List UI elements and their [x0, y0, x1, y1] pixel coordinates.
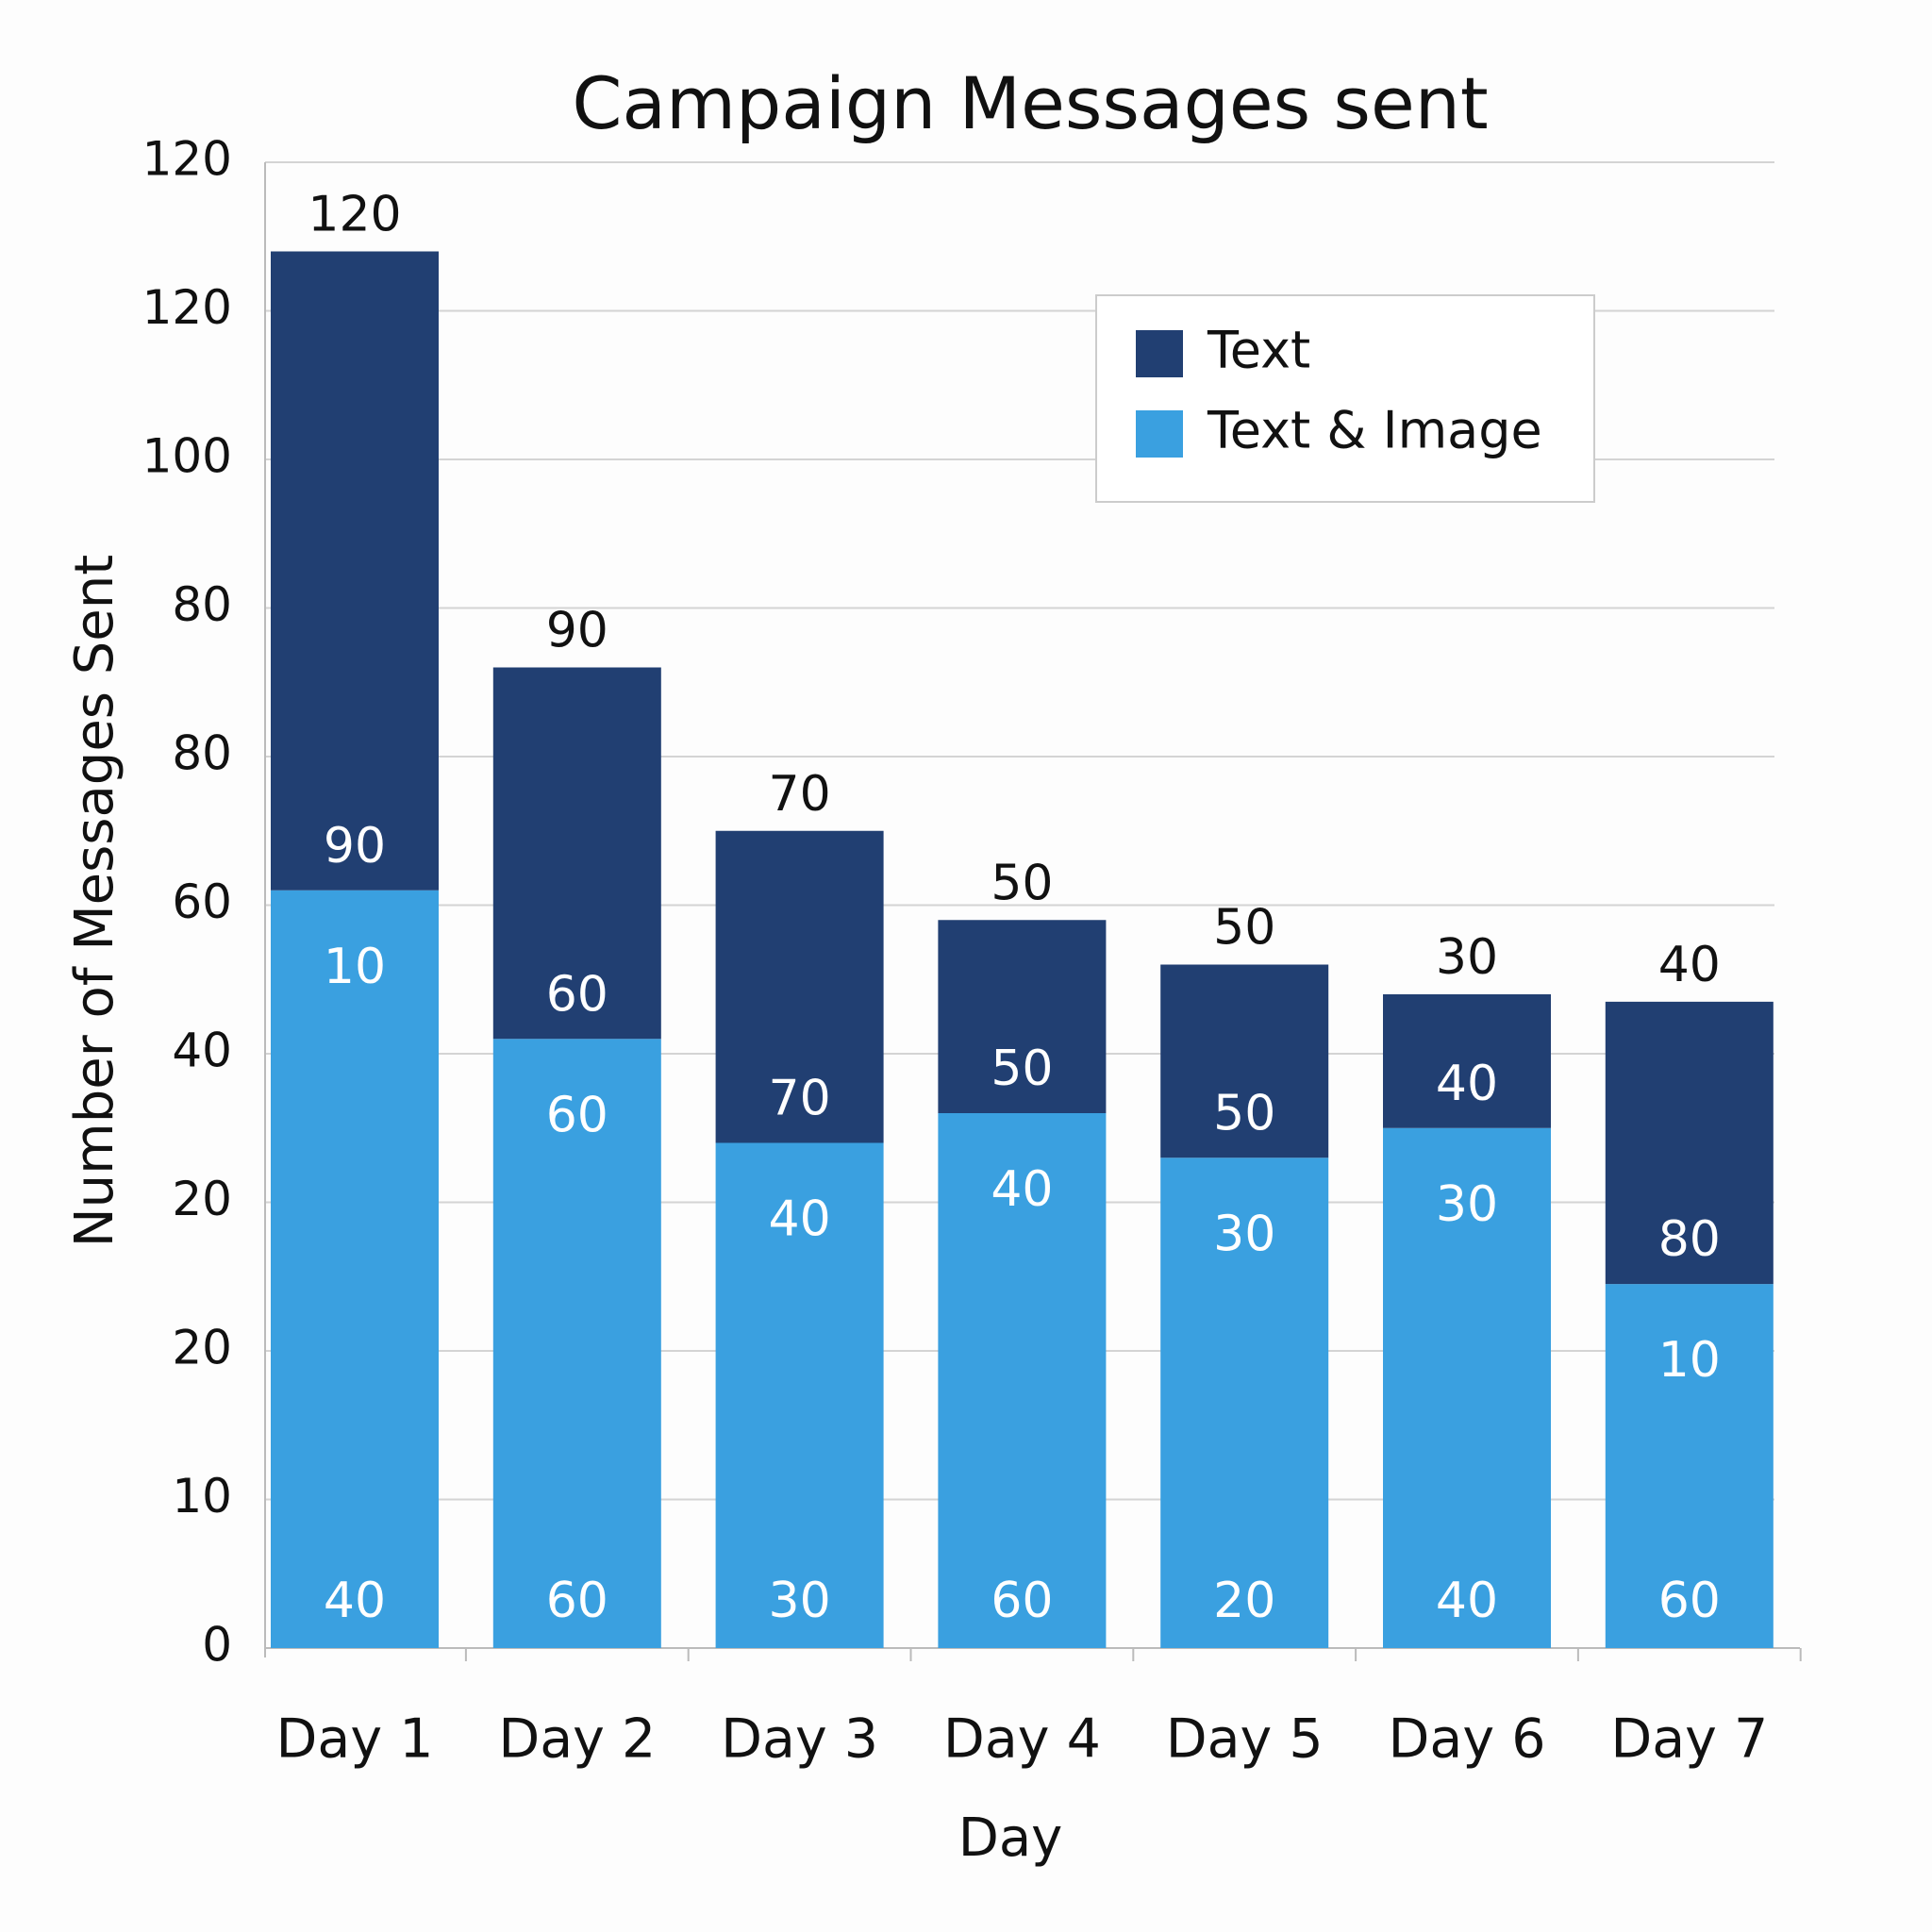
total-label: 70 [769, 766, 831, 823]
bar-segment [271, 251, 439, 891]
base-label: 60 [991, 1573, 1053, 1629]
total-label: 50 [991, 855, 1053, 911]
bar-segment [492, 667, 661, 1040]
base-label: 30 [769, 1573, 831, 1629]
total-label: 90 [546, 603, 608, 659]
base-label: 40 [324, 1573, 386, 1629]
y-tick-label: 20 [172, 1172, 232, 1226]
y-tick-label: 80 [172, 577, 232, 632]
y-axis-title: Number of Messages Sent [64, 555, 125, 1247]
base-label: 60 [546, 1573, 608, 1629]
image-label: 30 [1213, 1206, 1275, 1262]
y-tick-label: 40 [172, 1024, 232, 1078]
text-label: 50 [991, 1041, 1053, 1097]
legend-box [1095, 294, 1595, 503]
y-tick-label: 20 [172, 1321, 232, 1375]
legend-swatch [1136, 330, 1183, 377]
bar-segment [1383, 1127, 1551, 1648]
x-tick-label: Day 3 [721, 1708, 878, 1771]
total-label: 120 [308, 187, 401, 243]
bar-segment [1605, 1001, 1774, 1285]
base-label: 40 [1436, 1573, 1498, 1629]
x-tick-label: Day 7 [1610, 1708, 1768, 1771]
legend-swatch [1136, 410, 1183, 458]
y-tick-label: 80 [172, 726, 232, 781]
text-label: 60 [546, 966, 608, 1023]
x-tick-label: Day 5 [1166, 1708, 1324, 1771]
bar-segment [492, 1039, 661, 1648]
bar-segment [938, 920, 1107, 1113]
base-label: 60 [1658, 1573, 1721, 1629]
image-label: 60 [546, 1087, 608, 1143]
text-label: 70 [769, 1071, 831, 1127]
x-tick-label: Day 4 [943, 1708, 1101, 1771]
bar-segment [1160, 1158, 1329, 1648]
y-tick-label: 120 [142, 132, 232, 187]
y-tick-label: 120 [142, 280, 232, 335]
x-tick-label: Day 6 [1389, 1708, 1546, 1771]
x-axis-title: Day [958, 1807, 1063, 1869]
total-label: 40 [1658, 937, 1721, 993]
legend-label: Text [1207, 321, 1310, 380]
text-label: 40 [1436, 1056, 1498, 1112]
total-label: 30 [1436, 929, 1498, 986]
total-label: 50 [1213, 900, 1275, 957]
x-tick-label: Day 2 [498, 1708, 656, 1771]
image-label: 40 [991, 1161, 1053, 1218]
image-label: 10 [324, 939, 386, 995]
chart-title: Campaign Messages sent [572, 61, 1488, 145]
bar-segment [1383, 994, 1551, 1128]
bar-segment [1160, 964, 1329, 1158]
x-tick-label: Day 1 [276, 1708, 434, 1771]
y-tick-label: 60 [172, 874, 232, 929]
text-label: 80 [1658, 1211, 1721, 1268]
base-label: 20 [1213, 1573, 1275, 1629]
y-tick-label: 10 [172, 1469, 232, 1524]
bar-segment [715, 830, 884, 1143]
y-tick-label: 0 [202, 1618, 232, 1673]
text-label: 90 [324, 818, 386, 874]
image-label: 30 [1436, 1176, 1498, 1233]
y-tick-label: 100 [142, 429, 232, 484]
text-label: 50 [1213, 1085, 1275, 1141]
bar-segment [715, 1142, 884, 1648]
legend-label: Text & Image [1207, 401, 1542, 460]
bar-segment [1605, 1284, 1774, 1648]
bar-segment [271, 890, 439, 1648]
image-label: 40 [769, 1191, 831, 1248]
image-label: 10 [1658, 1332, 1721, 1389]
bar-segment [938, 1113, 1107, 1648]
